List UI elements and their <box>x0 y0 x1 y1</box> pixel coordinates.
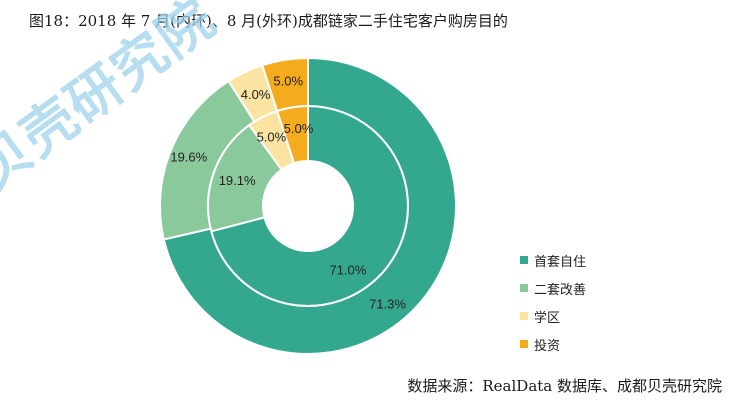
legend: 首套自住 二套改善 学区 投资 <box>520 246 586 358</box>
inner-ring-data-label: 5.0% <box>284 121 314 136</box>
legend-item: 投资 <box>520 330 586 358</box>
legend-swatch <box>520 256 528 264</box>
legend-swatch <box>520 340 528 348</box>
inner-ring-data-label: 71.0% <box>329 262 366 277</box>
legend-item: 学区 <box>520 302 586 330</box>
outer-ring-data-label: 4.0% <box>241 87 271 102</box>
outer-ring-data-label: 19.6% <box>170 150 207 165</box>
legend-label: 投资 <box>534 338 561 354</box>
outer-ring-slice <box>260 56 309 113</box>
legend-label: 首套自住 <box>534 254 587 270</box>
legend-swatch <box>520 312 528 320</box>
figure-title: 图18：2018 年 7 月(内环)、8 月(外环)成都链家二手住宅客户购房目的 <box>29 12 508 30</box>
legend-item: 二套改善 <box>520 274 586 302</box>
source-note: 数据来源：RealData 数据库、成都贝壳研究院 <box>407 377 722 395</box>
outer-ring-data-label: 5.0% <box>273 74 303 89</box>
inner-ring-data-label: 19.1% <box>219 173 256 188</box>
legend-label: 二套改善 <box>534 282 587 298</box>
outer-ring-slice <box>162 56 457 355</box>
outer-ring-data-label: 71.3% <box>369 297 406 312</box>
inner-ring-data-label: 5.0% <box>257 130 287 145</box>
legend-label: 学区 <box>534 310 561 326</box>
legend-swatch <box>520 284 528 292</box>
legend-item: 首套自住 <box>520 246 586 274</box>
